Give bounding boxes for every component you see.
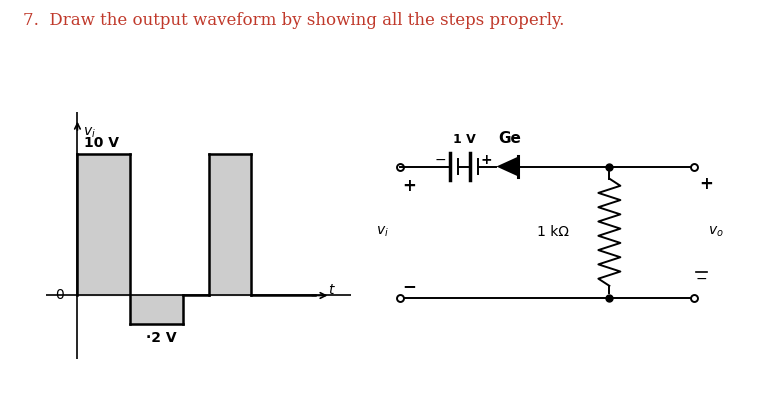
Text: 1 kΩ: 1 kΩ [537,225,569,239]
Text: −: − [695,272,707,286]
Text: +: + [403,176,416,195]
Text: 10 V: 10 V [84,136,118,150]
Text: $v_i$: $v_i$ [83,126,96,140]
Text: +: + [481,153,492,167]
Text: 1 V: 1 V [452,133,475,146]
Text: $t$: $t$ [328,283,335,297]
Polygon shape [497,157,518,176]
Text: Ge: Ge [498,131,521,146]
Text: 7.  Draw the output waveform by showing all the steps properly.: 7. Draw the output waveform by showing a… [23,12,565,29]
Text: −: − [403,277,416,295]
Text: −: − [435,153,446,167]
Text: 0: 0 [56,288,64,302]
Text: ·2 V: ·2 V [146,331,176,345]
Text: +: + [700,175,714,193]
Text: $v_o$: $v_o$ [708,225,724,239]
Text: $v_i$: $v_i$ [376,225,388,239]
